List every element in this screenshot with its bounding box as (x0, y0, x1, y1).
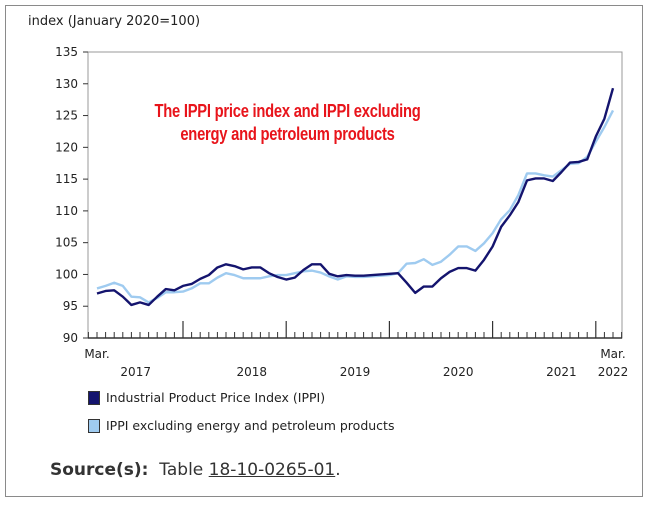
legend-label-ippi: Industrial Product Price Index (IPPI) (106, 390, 326, 405)
x-tick-label-end: Mar. (600, 347, 625, 361)
x-tick-label-year: 2017 (120, 365, 151, 379)
legend-swatch-ippi-excl (88, 418, 100, 433)
y-tick-label: 90 (63, 331, 78, 345)
plot-area (87, 51, 623, 339)
y-tick-label: 95 (63, 299, 78, 313)
chart-title: The IPPI price index and IPPI excluding … (154, 101, 421, 144)
x-tick-label-year: 2018 (237, 365, 268, 379)
y-tick-label: 120 (55, 140, 78, 154)
chart-frame (5, 5, 643, 497)
x-tick-label-start: Mar. (84, 347, 109, 361)
y-tick-label: 115 (55, 172, 78, 186)
x-tick-label-year: 2022 (598, 365, 629, 379)
legend-item-ippi-excl: IPPI excluding energy and petroleum prod… (88, 418, 394, 433)
source-suffix: . (335, 460, 341, 480)
series-line-ippi-excl (96, 109, 615, 304)
y-tick-label: 100 (55, 267, 78, 281)
y-tick-label: 135 (55, 45, 78, 59)
x-tick-label-year: 2019 (340, 365, 371, 379)
legend-label-ippi-excl: IPPI excluding energy and petroleum prod… (106, 418, 395, 433)
x-tick-label-year: 2021 (546, 365, 577, 379)
y-tick-label: 110 (55, 204, 78, 218)
legend-item-ippi: Industrial Product Price Index (IPPI) (88, 390, 325, 405)
legend-swatch-ippi (88, 390, 100, 405)
source-table-link[interactable]: 18-10-0265-01 (208, 460, 336, 480)
series-line-ippi (96, 87, 615, 307)
y-axis-label: index (January 2020=100) (28, 14, 201, 29)
x-tick-label-year: 2020 (443, 365, 474, 379)
source-prefix: Table (159, 460, 209, 480)
source-label: Source(s): (50, 460, 149, 480)
y-tick-label: 130 (55, 77, 78, 91)
y-tick-label: 105 (55, 236, 78, 250)
y-tick-label: 125 (55, 109, 78, 123)
source-note: Source(s): Table 18-10-0265-01. (50, 460, 341, 480)
